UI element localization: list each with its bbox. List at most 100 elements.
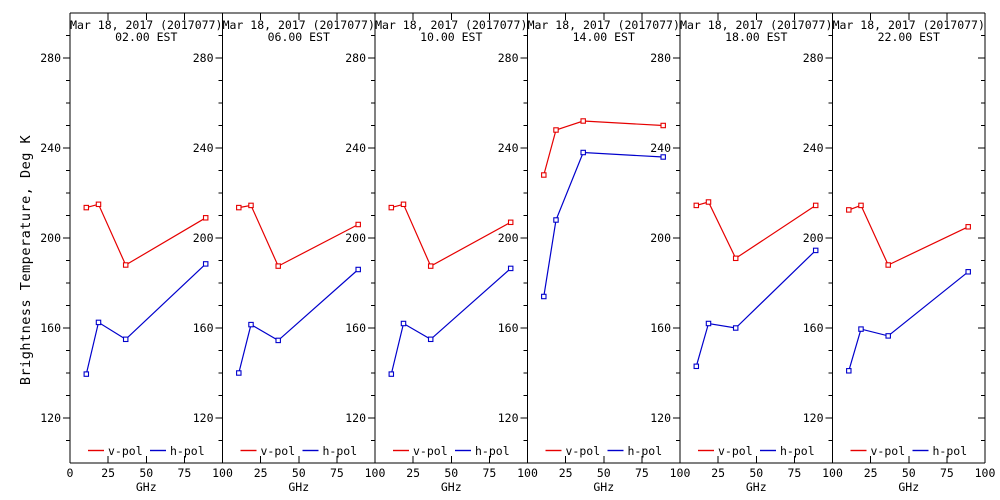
v-pol-series (388, 201, 514, 269)
v-pol-marker (202, 215, 209, 221)
x-tick-label: 75 (787, 466, 801, 480)
y-tick-label: 120 (345, 411, 366, 425)
h-pol-marker (660, 154, 666, 160)
h-pol-line (848, 271, 969, 371)
legend-label-h-pol: h-pol (628, 444, 663, 458)
x-tick-label: 25 (559, 466, 573, 480)
y-tick-label: 240 (193, 141, 214, 155)
x-tick-label: 50 (749, 466, 763, 480)
y-tick-label: 280 (193, 51, 214, 65)
h-pol-marker (858, 326, 864, 332)
x-axis-unit-label: GHz (593, 480, 614, 494)
x-tick-label: 50 (902, 466, 916, 480)
panel-title: Mar 18, 2017 (2017077) (833, 18, 985, 32)
labels: Mar 18, 2017 (2017077)02.00 EST120160200… (40, 18, 995, 494)
h-pol-marker (541, 293, 547, 300)
legend: v-pol h-pol (240, 444, 358, 458)
y-tick-label: 240 (40, 141, 61, 155)
y-tick-label: 280 (40, 51, 61, 65)
v-pol-marker (553, 127, 559, 133)
h-pol-marker (846, 368, 852, 374)
h-pol-marker (236, 370, 242, 376)
h-pol-line (543, 151, 664, 297)
h-pol-line (85, 263, 207, 375)
y-tick-label: 240 (650, 141, 671, 155)
y-tick-label: 200 (650, 231, 671, 245)
legend-label-v-pol: v-pol (261, 444, 296, 458)
y-tick-label: 240 (498, 141, 519, 155)
legend-label-h-pol: h-pol (323, 444, 358, 458)
y-tick-label: 280 (345, 51, 366, 65)
panel-subtitle: 22.00 EST (878, 30, 940, 44)
panel-title: Mar 18, 2017 (2017077) (223, 18, 375, 32)
panel-subtitle: 18.00 EST (725, 30, 787, 44)
y-tick-label: 160 (650, 321, 671, 335)
h-pol-line (238, 269, 359, 374)
h-pol-line (695, 249, 817, 367)
h-pol-series (846, 269, 971, 374)
v-pol-marker (580, 118, 586, 124)
panel-subtitle: 02.00 EST (115, 30, 177, 44)
v-pol-marker (95, 201, 102, 208)
v-pol-marker (965, 224, 971, 230)
x-tick-label: 25 (101, 466, 115, 480)
x-tick-label: 100 (517, 466, 538, 480)
axes (63, 12, 986, 464)
v-pol-marker (541, 172, 547, 178)
v-pol-marker (122, 262, 129, 268)
y-tick-label: 120 (193, 411, 214, 425)
x-tick-label: 100 (212, 466, 233, 480)
h-pol-marker (580, 149, 586, 156)
y-tick-label: 280 (803, 51, 824, 65)
v-pol-marker (846, 207, 852, 213)
h-pol-series (693, 247, 819, 370)
x-tick-label: 50 (597, 466, 611, 480)
v-pol-marker (732, 255, 739, 262)
panel-subtitle: 14.00 EST (573, 30, 635, 44)
y-tick-label: 200 (803, 231, 824, 245)
x-tick-label: 75 (177, 466, 191, 480)
h-pol-marker (427, 336, 434, 343)
legend-label-h-pol: h-pol (170, 444, 205, 458)
v-pol-marker (236, 204, 242, 211)
h-pol-marker (355, 266, 361, 273)
x-tick-label: 100 (670, 466, 691, 480)
x-tick-label: 100 (365, 466, 386, 480)
h-pol-marker (202, 261, 209, 267)
x-tick-label: 25 (406, 466, 420, 480)
y-tick-label: 200 (193, 231, 214, 245)
y-tick-label: 160 (193, 321, 214, 335)
panel-title: Mar 18, 2017 (2017077) (70, 18, 222, 32)
legend-label-h-pol: h-pol (475, 444, 510, 458)
legend-label-v-pol: v-pol (871, 444, 906, 458)
h-pol-marker (248, 321, 254, 328)
x-tick-label: 100 (975, 466, 996, 480)
y-tick-label: 120 (650, 411, 671, 425)
h-pol-marker (812, 247, 819, 254)
y-tick-label: 160 (345, 321, 366, 335)
h-pol-marker (388, 371, 395, 377)
v-pol-marker (248, 202, 254, 209)
v-pol-marker (507, 219, 514, 226)
legend-label-v-pol: v-pol (718, 444, 753, 458)
v-pol-series (693, 199, 819, 262)
v-pol-series (236, 202, 361, 269)
panel-title: Mar 18, 2017 (2017077) (375, 18, 527, 32)
h-pol-series (541, 149, 666, 300)
y-tick-label: 200 (345, 231, 366, 245)
v-pol-marker (275, 263, 281, 269)
v-pol-line (696, 201, 817, 260)
y-tick-label: 200 (498, 231, 519, 245)
x-tick-label: 25 (254, 466, 268, 480)
h-pol-marker (122, 336, 129, 343)
h-pol-marker (400, 320, 407, 327)
h-pol-marker (885, 333, 891, 339)
v-pol-marker (388, 204, 395, 211)
v-pol-marker (705, 199, 712, 205)
h-pol-marker (705, 320, 712, 327)
x-axis-unit-label: GHz (288, 480, 309, 494)
h-pol-marker (83, 371, 90, 377)
v-pol-line (238, 204, 359, 267)
x-axis-unit-label: GHz (441, 480, 462, 494)
